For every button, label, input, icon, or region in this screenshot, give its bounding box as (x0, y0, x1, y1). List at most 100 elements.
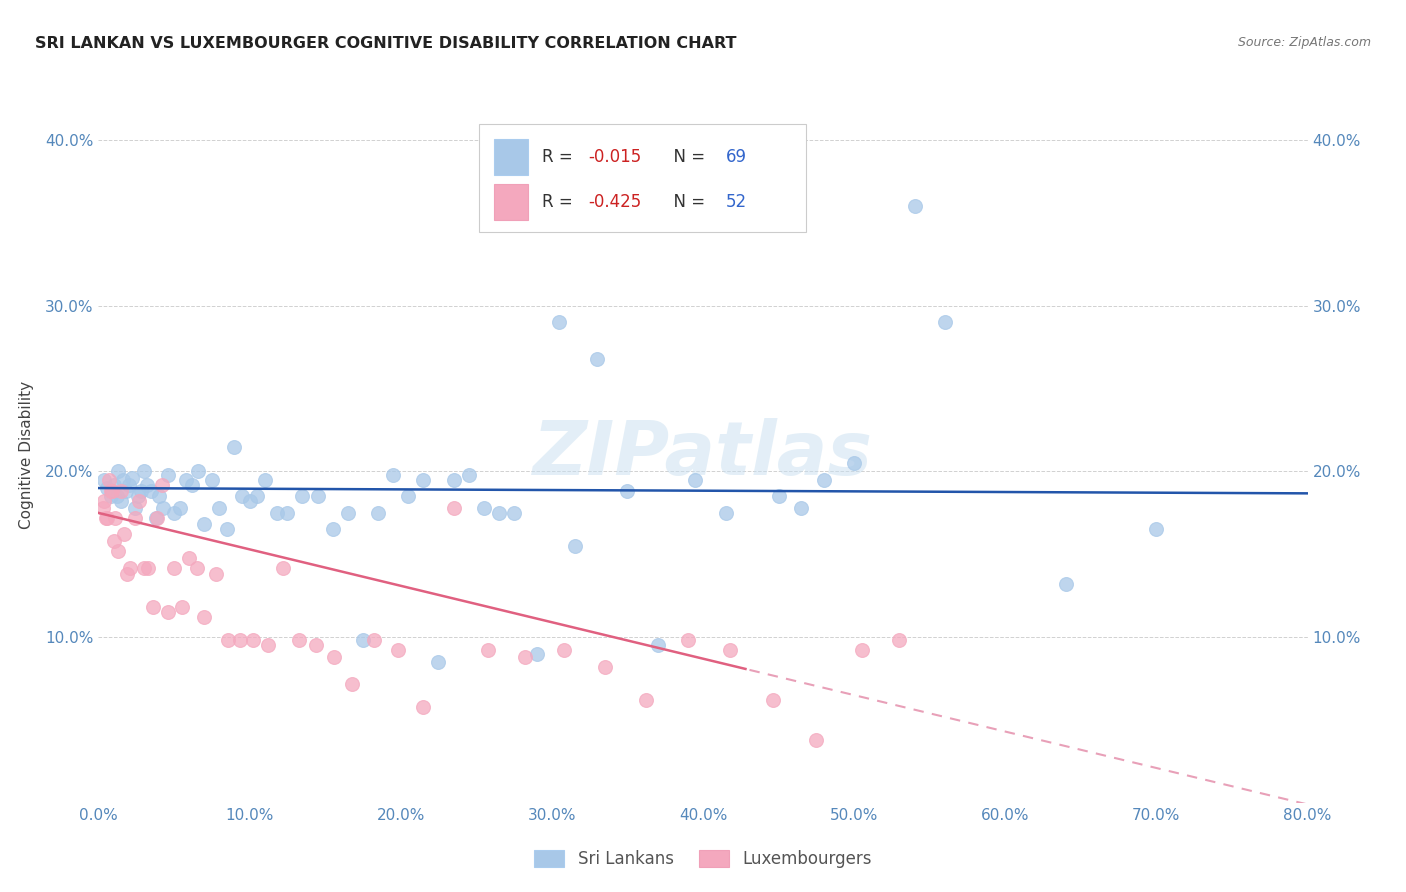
Point (132, 560, 155, 574)
Point (112, 527, 135, 541)
Point (135, 477, 157, 491)
Point (904, 199, 927, 213)
Point (152, 500, 174, 515)
Point (107, 465, 129, 479)
Point (457, 467, 479, 482)
Point (427, 655, 450, 669)
Point (412, 473, 434, 487)
Point (93, 494, 115, 508)
Point (718, 643, 741, 657)
Text: ZIPatlas: ZIPatlas (533, 418, 873, 491)
Point (253, 473, 276, 487)
Point (323, 650, 346, 665)
Point (150, 477, 173, 491)
Point (141, 484, 163, 499)
Legend: Sri Lankans, Luxembourgers: Sri Lankans, Luxembourgers (527, 843, 879, 875)
Point (96, 511, 118, 525)
Point (124, 511, 146, 525)
Point (239, 494, 262, 508)
Point (104, 511, 127, 525)
Point (676, 633, 699, 648)
Point (127, 489, 149, 503)
Point (156, 467, 179, 482)
Point (132, 465, 155, 479)
Text: -0.425: -0.425 (588, 193, 641, 211)
Point (91, 500, 114, 515)
Point (107, 544, 129, 558)
Point (363, 633, 385, 648)
Point (163, 506, 186, 520)
Point (231, 489, 253, 503)
Point (110, 494, 132, 508)
Point (242, 633, 264, 648)
Point (148, 489, 170, 503)
Point (548, 315, 571, 329)
Point (128, 494, 150, 508)
Text: -0.015: -0.015 (588, 148, 641, 166)
Point (142, 600, 165, 615)
Point (201, 473, 224, 487)
Point (208, 500, 231, 515)
Point (564, 539, 586, 553)
Point (193, 610, 215, 624)
Point (120, 560, 142, 574)
Bar (494, 139, 527, 175)
Point (513, 650, 536, 665)
Point (136, 560, 159, 574)
Point (647, 639, 669, 653)
Text: Source: ZipAtlas.com: Source: ZipAtlas.com (1237, 36, 1371, 49)
Point (844, 456, 866, 470)
Point (396, 489, 419, 503)
Bar (479, 124, 806, 232)
Text: 69: 69 (725, 148, 747, 166)
Point (205, 567, 228, 582)
Point (477, 643, 499, 657)
Point (110, 484, 132, 499)
Text: N =: N = (664, 148, 710, 166)
Point (163, 560, 186, 574)
Point (352, 633, 374, 648)
Point (889, 633, 911, 648)
Point (193, 517, 215, 532)
Point (94, 511, 117, 525)
Point (145, 511, 167, 525)
Point (443, 473, 465, 487)
Point (761, 693, 783, 707)
Point (305, 639, 328, 653)
Point (1144, 523, 1167, 537)
Point (526, 647, 548, 661)
Point (114, 484, 136, 499)
Point (170, 600, 193, 615)
Point (768, 489, 790, 503)
Point (851, 643, 873, 657)
Point (105, 489, 128, 503)
Point (443, 500, 465, 515)
Point (336, 506, 359, 520)
Y-axis label: Cognitive Disability: Cognitive Disability (18, 381, 34, 529)
Point (111, 473, 134, 487)
Point (307, 489, 329, 503)
Point (103, 534, 125, 549)
Point (129, 484, 152, 499)
Point (246, 489, 269, 503)
Point (503, 506, 526, 520)
Text: SRI LANKAN VS LUXEMBOURGER COGNITIVE DISABILITY CORRELATION CHART: SRI LANKAN VS LUXEMBOURGER COGNITIVE DIS… (35, 36, 737, 51)
Point (288, 633, 311, 648)
Point (96, 481, 118, 495)
Point (634, 693, 657, 707)
Point (187, 465, 209, 479)
Point (291, 489, 314, 503)
Point (813, 473, 835, 487)
Point (181, 477, 204, 491)
Point (186, 560, 208, 574)
Point (217, 633, 239, 648)
Point (256, 639, 278, 653)
Point (93, 473, 115, 487)
Point (169, 500, 191, 515)
Text: R =: R = (543, 148, 578, 166)
Point (593, 660, 616, 674)
Point (322, 523, 344, 537)
Point (737, 216, 759, 230)
Point (714, 506, 737, 520)
Point (156, 605, 179, 619)
